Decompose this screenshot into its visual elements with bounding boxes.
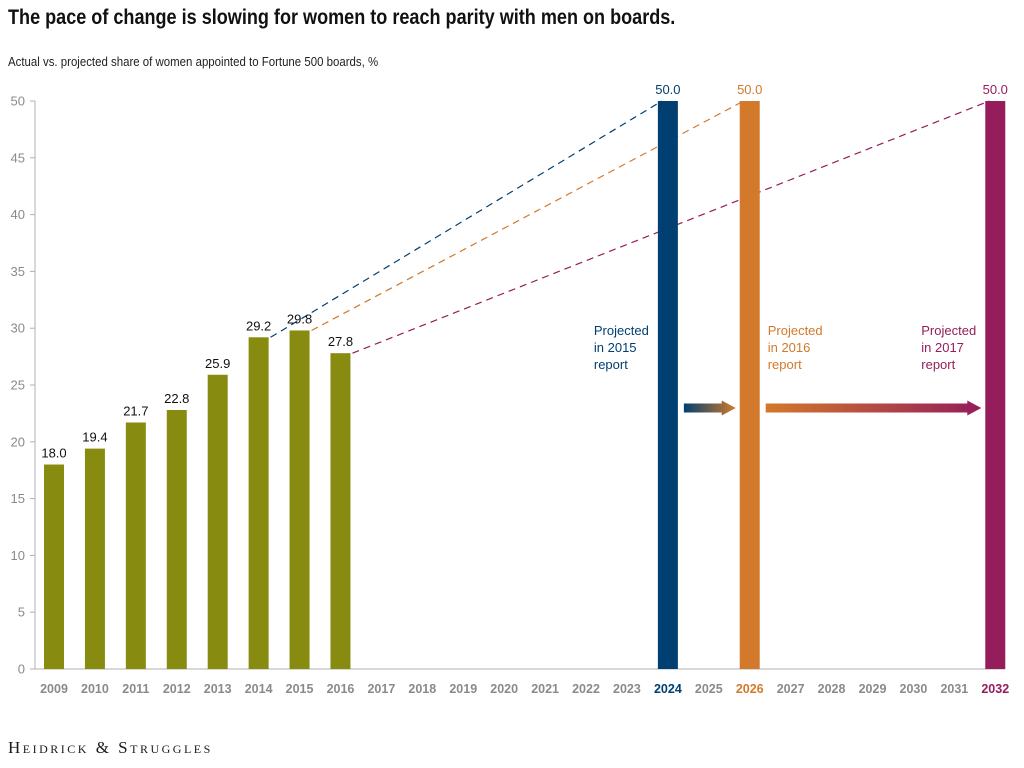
y-tick-label: 35 [11, 264, 25, 279]
bar-2012 [166, 409, 187, 669]
data-label-2016: 27.8 [328, 334, 353, 349]
annotation-p2017: Projected in 2017 report [921, 323, 976, 372]
y-tick-label: 40 [11, 207, 25, 222]
x-tick-2032: 2032 [981, 682, 1009, 696]
bar-2011 [125, 422, 146, 669]
chart-title: The pace of change is slowing for women … [8, 6, 676, 29]
arrow-2024-2026 [683, 400, 736, 416]
projection-line-p2015 [270, 100, 663, 338]
y-tick-label: 10 [11, 548, 25, 563]
data-label-2010: 19.4 [82, 430, 107, 445]
bar-2024 [657, 101, 678, 669]
data-label-2012: 22.8 [164, 391, 189, 406]
annotations: Projected in 2015 report Projected in 2016 re… [594, 323, 982, 416]
x-tick-2031: 2031 [940, 682, 968, 696]
y-tick-label: 20 [11, 434, 25, 449]
annotation-p2016: Projected in 2016 report [768, 323, 823, 372]
x-tick-2022: 2022 [572, 682, 600, 696]
x-tick-2011: 2011 [122, 682, 149, 696]
data-label-2024: 50.0 [655, 82, 680, 97]
bar-2015 [289, 330, 310, 669]
y-tick-label: 45 [11, 150, 25, 165]
x-tick-2016: 2016 [327, 682, 355, 696]
data-label-2014: 29.2 [246, 318, 271, 333]
data-label-2013: 25.9 [205, 356, 230, 371]
x-tick-2024: 2024 [654, 682, 682, 696]
x-tick-2028: 2028 [818, 682, 846, 696]
bar-2013 [207, 374, 228, 669]
bars [44, 101, 1006, 669]
chart-subtitle: Actual vs. projected share of women appo… [8, 54, 379, 69]
x-tick-2013: 2013 [204, 682, 232, 696]
bar-2014 [248, 337, 269, 669]
y-tick-label: 0 [18, 662, 25, 677]
x-tick-2010: 2010 [81, 682, 109, 696]
bar-2009 [44, 464, 64, 669]
bar-2032 [985, 101, 1006, 669]
x-tick-2014: 2014 [245, 682, 273, 696]
x-tick-2015: 2015 [286, 682, 314, 696]
data-label-2011: 21.7 [123, 403, 148, 418]
x-axis: 2009 2010 2011 2012 2013 2014 2015 2016 2017 2018… [40, 682, 1009, 696]
projection-line-p2016 [311, 100, 745, 332]
x-tick-2027: 2027 [777, 682, 805, 696]
x-tick-2025: 2025 [695, 682, 723, 696]
x-tick-2020: 2020 [490, 682, 518, 696]
y-tick-label: 25 [11, 378, 25, 393]
annotation-p2015: Projected in 2015 report [594, 323, 649, 372]
x-tick-2029: 2029 [859, 682, 887, 696]
heidrick-struggles-logo: Heidrick & Struggles [8, 738, 213, 757]
x-tick-2012: 2012 [163, 682, 191, 696]
projection-lines [270, 100, 990, 354]
data-labels: 18.0 19.4 21.7 22.8 25.9 29.2 29.8 27.8 50.0 50.0… [41, 82, 1008, 461]
bar-2010 [84, 448, 105, 669]
data-label-2032: 50.0 [983, 82, 1008, 97]
bar-2026 [739, 101, 760, 669]
y-tick-label: 5 [18, 605, 25, 620]
y-axis: 0 5 10 15 20 25 30 35 40 45 50 [11, 94, 1005, 677]
x-tick-2021: 2021 [531, 682, 559, 696]
x-tick-2030: 2030 [900, 682, 928, 696]
data-label-2015: 29.8 [287, 311, 312, 326]
x-tick-2026: 2026 [736, 682, 764, 696]
y-tick-label: 50 [11, 94, 25, 109]
y-tick-label: 15 [11, 491, 25, 506]
x-tick-2017: 2017 [367, 682, 395, 696]
x-tick-2019: 2019 [449, 682, 477, 696]
x-tick-2018: 2018 [408, 682, 436, 696]
x-tick-2023: 2023 [613, 682, 641, 696]
y-tick-label: 30 [11, 321, 25, 336]
data-label-2009: 18.0 [41, 446, 66, 461]
x-tick-2009: 2009 [40, 682, 68, 696]
data-label-2026: 50.0 [737, 82, 762, 97]
arrow-2026-2032 [765, 400, 982, 416]
bar-2016 [330, 353, 351, 669]
